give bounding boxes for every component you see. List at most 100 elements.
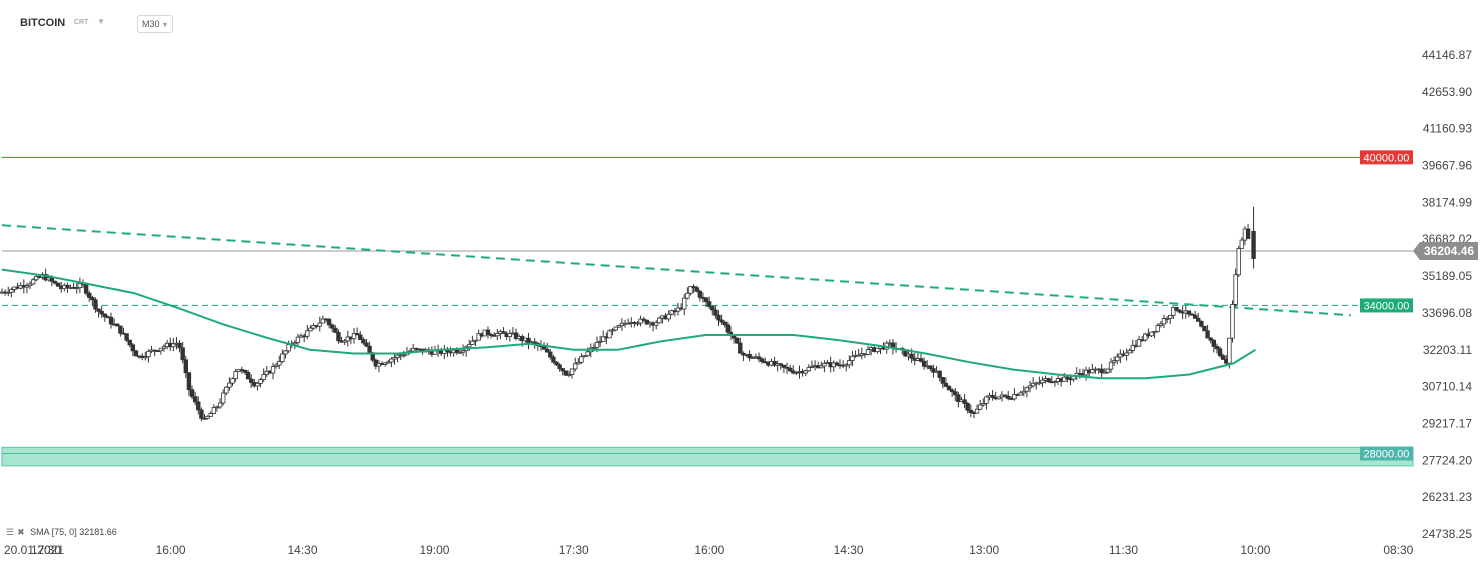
candle-body xyxy=(949,389,955,393)
candle-body xyxy=(984,396,989,404)
candle-body xyxy=(1108,361,1114,370)
candle-body xyxy=(946,385,952,391)
candle-body xyxy=(1012,394,1017,400)
candle-body xyxy=(320,318,326,324)
y-tick-label: 39667.96 xyxy=(1422,159,1472,173)
candle-body xyxy=(392,357,397,360)
chevron-down-icon[interactable]: ▼ xyxy=(97,17,105,26)
candle-body xyxy=(1196,317,1201,322)
current-price-tag xyxy=(1413,242,1478,261)
candle-body xyxy=(177,342,182,349)
candle-body xyxy=(666,313,671,320)
candle-body xyxy=(273,364,279,367)
candle-body xyxy=(292,342,298,345)
candle-body xyxy=(230,378,235,384)
candle-body xyxy=(495,333,500,337)
chart-header: BITCOIN CRT ▼ M30 ▼ xyxy=(0,0,1482,40)
candle-body xyxy=(342,340,347,343)
candle-body xyxy=(918,358,924,362)
candle-body xyxy=(850,355,855,361)
candle-body xyxy=(1199,320,1204,327)
instrument-type-label[interactable]: CRT xyxy=(74,19,89,26)
candle-body xyxy=(65,284,70,288)
candle-body xyxy=(1202,325,1207,332)
candle-body xyxy=(931,368,936,373)
candle-body xyxy=(710,306,715,311)
candle-body xyxy=(118,325,123,334)
candle-body xyxy=(806,367,812,372)
candle-body xyxy=(52,280,58,284)
candle-body xyxy=(473,339,478,342)
candle-body xyxy=(317,322,322,327)
menu-icon[interactable]: ☰ xyxy=(6,527,15,537)
candle-body xyxy=(781,364,787,368)
candle-body xyxy=(1105,368,1111,373)
candle-body xyxy=(43,274,48,281)
candle-body xyxy=(791,370,796,374)
candle-body xyxy=(83,283,89,294)
candle-body xyxy=(1186,310,1192,315)
candle-body xyxy=(591,347,597,349)
candle-body xyxy=(579,356,584,363)
candle-body xyxy=(1006,395,1011,399)
candle-body xyxy=(87,292,92,298)
candle-body xyxy=(601,336,606,342)
candle-body xyxy=(1149,331,1154,337)
candle-body xyxy=(607,330,612,339)
horizontal-levels xyxy=(2,156,1413,455)
candle-body xyxy=(283,350,288,355)
indicator-name: SMA xyxy=(30,527,50,537)
candle-body xyxy=(1208,337,1213,341)
candle-body xyxy=(507,333,512,337)
candle-body xyxy=(1233,274,1238,305)
candle-body xyxy=(1115,356,1120,362)
candle-body xyxy=(143,356,148,359)
close-icon[interactable]: ✖ xyxy=(17,527,25,537)
candle-body xyxy=(557,364,562,369)
candle-body xyxy=(1040,379,1045,384)
candle-body xyxy=(772,360,777,366)
candle-body xyxy=(847,360,852,366)
candle-body xyxy=(220,392,226,404)
candle-body xyxy=(333,327,338,333)
candle-body xyxy=(249,378,254,383)
y-tick-label: 29217.17 xyxy=(1422,416,1472,430)
candle-body xyxy=(183,359,188,374)
candle-body xyxy=(657,317,662,324)
candle-body xyxy=(242,369,248,373)
y-tick-label: 44146.87 xyxy=(1422,48,1472,62)
candle-body xyxy=(756,356,762,360)
timeframe-select[interactable]: M30 ▼ xyxy=(137,15,174,33)
candle-body xyxy=(27,283,33,287)
candle-body xyxy=(1027,385,1033,389)
candle-body xyxy=(722,321,727,326)
candle-body xyxy=(685,292,690,299)
candle-body xyxy=(921,360,927,367)
candle-body xyxy=(965,403,970,411)
candle-body xyxy=(214,406,220,409)
candle-body xyxy=(694,287,699,292)
x-tick-label: 08:30 xyxy=(1383,543,1413,557)
candle-body xyxy=(401,354,407,357)
candle-body xyxy=(108,316,114,325)
candle-body xyxy=(713,309,718,316)
candle-body xyxy=(186,372,192,391)
candle-body xyxy=(1239,239,1245,249)
candle-body xyxy=(513,332,519,339)
candle-body xyxy=(1018,392,1023,396)
y-tick-label: 27724.20 xyxy=(1422,453,1472,467)
candle-body xyxy=(675,307,681,312)
candle-body xyxy=(476,333,481,341)
candle-body xyxy=(613,326,618,331)
candle-body xyxy=(809,366,815,368)
candle-body xyxy=(133,350,139,357)
candle-body xyxy=(1002,394,1008,397)
trendline-layer xyxy=(1,224,1351,317)
candle-body xyxy=(161,346,167,349)
candle-body xyxy=(286,344,291,352)
candle-body xyxy=(1158,323,1164,326)
candle-body xyxy=(1099,368,1104,374)
candle-body xyxy=(305,330,310,337)
candle-body xyxy=(49,277,55,282)
